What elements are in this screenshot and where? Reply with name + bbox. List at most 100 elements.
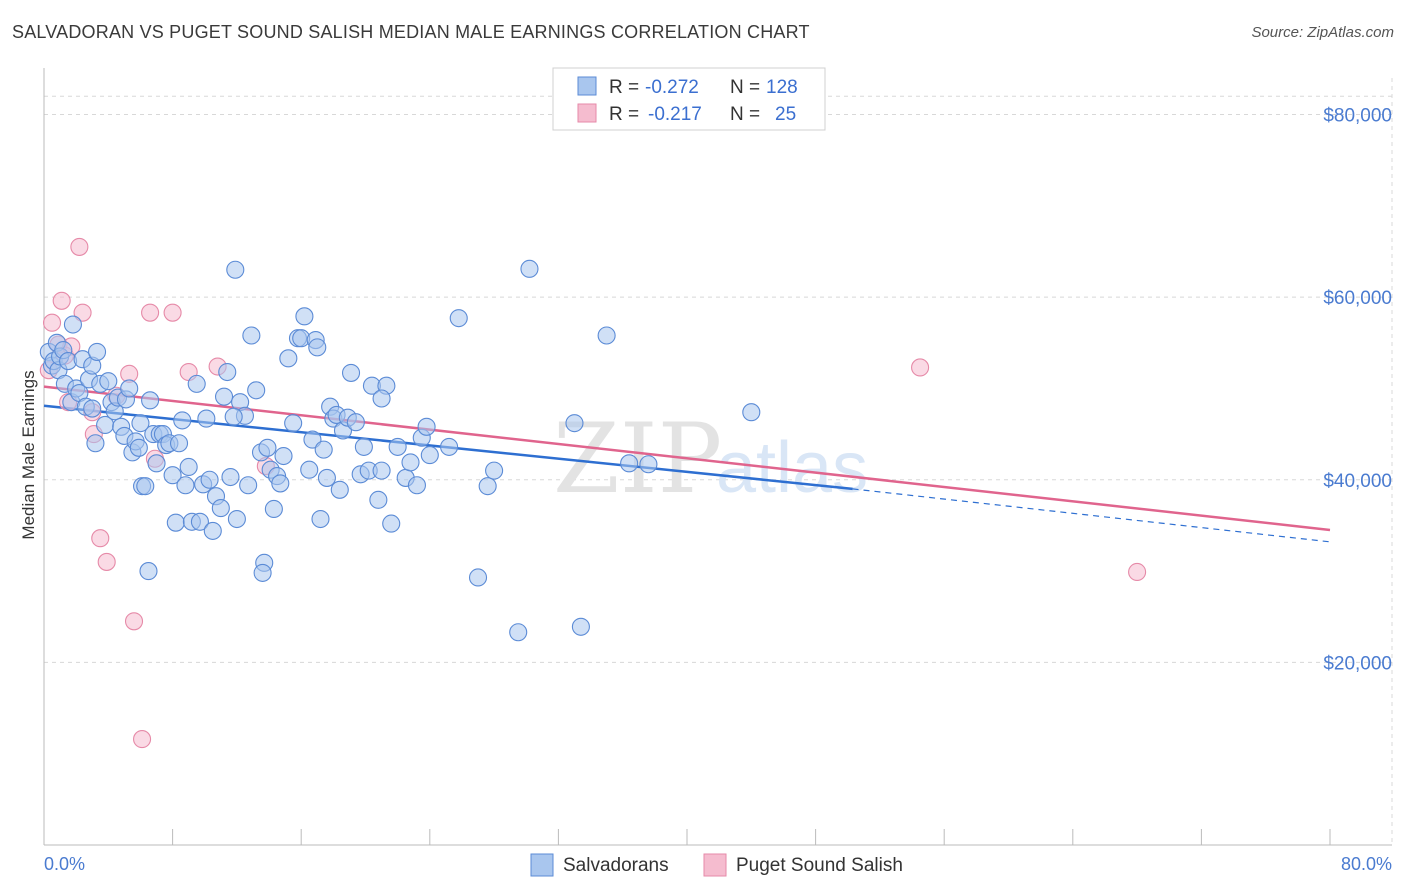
point-salvadoran-92 bbox=[341, 363, 361, 382]
axes bbox=[43, 68, 1392, 846]
chart-title: SALVADORAN VS PUGET SOUND SALISH MEDIAN … bbox=[12, 22, 810, 42]
bottom-legend-label-salvadorans: Salvadorans bbox=[563, 855, 669, 876]
watermark-atlas: atlas bbox=[716, 428, 868, 508]
bottom-legend: Salvadorans Puget Sound Salish bbox=[530, 853, 903, 877]
point-salvadoran-93 bbox=[346, 413, 365, 432]
point-salvadoran-102 bbox=[388, 437, 407, 456]
point-salvadoran-117 bbox=[571, 617, 590, 636]
y-tick-label-3: $80,000 bbox=[1323, 106, 1392, 127]
point-salvadoran-79 bbox=[300, 460, 319, 479]
point-salvadoran-98 bbox=[369, 490, 388, 509]
point-salvadoran-122 bbox=[253, 563, 272, 582]
point-puget-8 bbox=[73, 303, 92, 322]
point-puget-1 bbox=[42, 313, 62, 332]
point-salvadoran-17 bbox=[86, 434, 105, 453]
point-salvadoran-31 bbox=[129, 438, 148, 457]
point-salvadoran-116 bbox=[565, 414, 584, 433]
point-salvadoran-115 bbox=[520, 259, 539, 278]
point-salvadoran-123 bbox=[139, 562, 158, 581]
point-salvadoran-105 bbox=[407, 476, 426, 495]
point-salvadoran-75 bbox=[284, 414, 303, 433]
legend-r-label-1: R = bbox=[609, 77, 639, 98]
y-tick-label-0: $20,000 bbox=[1323, 653, 1392, 674]
point-salvadoran-41 bbox=[163, 466, 182, 485]
point-salvadoran-57 bbox=[218, 362, 237, 382]
x-tick-label-end: 80.0% bbox=[1341, 854, 1392, 874]
point-salvadoran-36 bbox=[147, 454, 166, 473]
point-salvadoran-65 bbox=[247, 381, 266, 400]
legend-n-label-1: N = bbox=[730, 77, 760, 98]
legend-box: R = -0.272 N = 128 R = -0.217 N = 25 bbox=[552, 67, 826, 131]
y-tick-label-2: $60,000 bbox=[1323, 288, 1392, 309]
point-salvadoran-110 bbox=[449, 309, 468, 328]
point-puget-24 bbox=[1128, 562, 1147, 582]
point-salvadoran-101 bbox=[382, 514, 401, 533]
point-salvadoran-59 bbox=[226, 260, 245, 279]
legend-r-label-2: R = bbox=[609, 104, 639, 125]
point-salvadoran-80 bbox=[303, 430, 322, 449]
point-salvadoran-95 bbox=[354, 437, 373, 456]
point-salvadoran-58 bbox=[221, 467, 240, 487]
point-salvadoran-63 bbox=[239, 476, 258, 495]
point-salvadoran-99 bbox=[372, 461, 391, 480]
point-salvadoran-68 bbox=[258, 438, 277, 457]
point-salvadoran-127 bbox=[131, 414, 150, 433]
point-salvadoran-107 bbox=[417, 417, 436, 436]
point-salvadoran-89 bbox=[330, 480, 349, 499]
point-salvadoran-45 bbox=[176, 476, 195, 495]
point-puget-19 bbox=[163, 303, 182, 322]
point-salvadoran-84 bbox=[314, 440, 333, 459]
legend-r-value-1: -0.272 bbox=[645, 77, 699, 98]
point-puget-12 bbox=[97, 552, 116, 571]
point-salvadoran-52 bbox=[200, 470, 219, 489]
point-puget-3 bbox=[52, 291, 71, 310]
point-salvadoran-118 bbox=[597, 326, 616, 345]
point-salvadoran-10 bbox=[63, 315, 82, 334]
legend-n-value-2: 25 bbox=[775, 104, 796, 125]
point-salvadoran-82 bbox=[308, 338, 327, 357]
point-salvadoran-46 bbox=[179, 457, 198, 477]
point-salvadoran-60 bbox=[227, 509, 246, 529]
point-puget-7 bbox=[70, 237, 89, 256]
trend-line-puget-sound-salish bbox=[43, 385, 1331, 532]
legend-n-value-1: 128 bbox=[766, 77, 798, 98]
point-salvadoran-44 bbox=[173, 411, 192, 430]
legend-r-value-2: -0.217 bbox=[648, 104, 702, 125]
x-tick-labels: 0.0% 80.0% bbox=[44, 854, 1392, 874]
x-tick-label-start: 0.0% bbox=[44, 854, 85, 874]
source-label: Source: ZipAtlas.com bbox=[1251, 24, 1394, 41]
point-puget-17 bbox=[141, 303, 160, 322]
point-salvadoran-108 bbox=[420, 446, 439, 465]
point-salvadoran-124 bbox=[83, 399, 102, 418]
point-salvadoran-49 bbox=[190, 512, 209, 531]
point-salvadoran-74 bbox=[279, 349, 298, 368]
bottom-legend-label-puget: Puget Sound Salish bbox=[736, 855, 903, 876]
point-salvadoran-42 bbox=[166, 513, 185, 532]
series-salvadorans bbox=[39, 259, 761, 642]
point-salvadoran-114 bbox=[509, 623, 528, 642]
point-salvadoran-70 bbox=[264, 499, 283, 519]
point-salvadoran-48 bbox=[187, 374, 206, 393]
point-salvadoran-119 bbox=[620, 454, 639, 473]
point-salvadoran-18 bbox=[87, 342, 107, 361]
watermark: ZIP atlas bbox=[553, 403, 868, 515]
point-salvadoran-111 bbox=[468, 568, 488, 587]
legend-swatch-blue bbox=[577, 76, 597, 96]
point-salvadoran-34 bbox=[141, 391, 160, 410]
y-tick-label-1: $40,000 bbox=[1323, 471, 1392, 492]
point-puget-15 bbox=[124, 612, 144, 631]
legend-swatch-pink bbox=[577, 103, 597, 123]
point-salvadoran-72 bbox=[271, 474, 290, 493]
point-salvadoran-125 bbox=[224, 407, 243, 426]
point-salvadoran-21 bbox=[99, 372, 118, 391]
point-salvadoran-55 bbox=[211, 499, 230, 518]
point-salvadoran-64 bbox=[242, 326, 261, 345]
point-salvadoran-109 bbox=[440, 437, 459, 456]
bottom-legend-swatch-blue bbox=[530, 853, 554, 877]
point-salvadoran-112 bbox=[478, 477, 497, 496]
point-salvadoran-56 bbox=[214, 387, 234, 406]
legend-n-label-2: N = bbox=[730, 104, 760, 125]
point-salvadoran-113 bbox=[485, 461, 504, 480]
point-puget-16 bbox=[133, 730, 152, 749]
point-salvadoran-33 bbox=[136, 477, 155, 496]
